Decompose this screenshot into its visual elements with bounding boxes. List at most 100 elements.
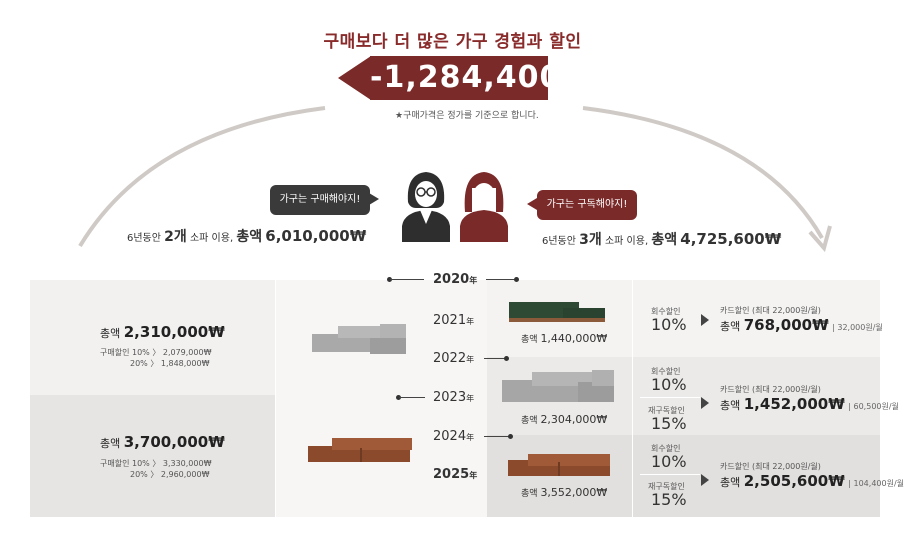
headline: 구매보다 더 많은 가구 경험과 할인 <box>323 32 582 52</box>
purchase-discount-2: 구매할인 10% 〉 3,330,000₩ 20% 〉 2,960,000₩ <box>100 458 212 480</box>
monthly-price: | 60,500원/월 <box>848 402 899 411</box>
purchase-total-1: 총액 2,310,000₩ <box>100 323 225 341</box>
discount-label: 구매할인 <box>100 459 130 468</box>
total-label: 총액 <box>720 476 741 489</box>
timeline-panel <box>275 280 487 517</box>
price-label: 총액 <box>521 416 538 426</box>
total-value: 3,700,000₩ <box>123 433 225 451</box>
timeline-line <box>486 279 516 280</box>
card-total-3: 총액 2,505,600₩ | 104,400원/월 <box>720 472 904 490</box>
subscriber-total-prefix: 6년동안 <box>542 236 576 247</box>
grey-modular-sofa-image <box>502 370 614 402</box>
left-arc <box>78 106 326 248</box>
discount-label: 구매할인 <box>100 348 130 357</box>
total-label: 총액 <box>720 320 741 333</box>
buyer-total-label: 총액 <box>236 229 263 245</box>
arrow-right-icon <box>701 314 709 326</box>
card-discount-note: 카드할인 (최대 22,000원/월) <box>720 462 821 471</box>
buyer-total-value: 6,010,000₩ <box>265 227 367 245</box>
buyer-bubble-tail <box>369 193 379 205</box>
buyer-total-prefix: 6년동안 <box>127 233 161 244</box>
purchase-discount-1: 구매할인 10% 〉 2,079,000₩ 20% 〉 1,848,000₩ <box>100 347 212 369</box>
brown-subscribe-sofa-image <box>508 454 610 476</box>
discount-line: 20% 〉 1,848,000₩ <box>130 359 210 368</box>
divider <box>275 280 276 517</box>
year-2024: 2024年 <box>433 429 475 444</box>
discount-pct: 10% <box>651 452 687 471</box>
subscriber-total-label: 총액 <box>651 232 678 248</box>
year-2022: 2022年 <box>433 351 475 366</box>
total-value: 1,452,000₩ <box>743 395 845 413</box>
price-value: 1,440,000₩ <box>540 332 608 345</box>
green-sofa-image <box>509 302 605 322</box>
price-note: ★구매가격은 정가를 기준으로 합니다. <box>395 111 539 121</box>
discount-pct: 15% <box>651 414 687 433</box>
buyer-total-line: 6년동안 2개 소파 이용, 총액 6,010,000₩ <box>127 226 366 246</box>
arrow-right-icon <box>701 397 709 409</box>
price-value: 2,304,000₩ <box>540 413 608 426</box>
year-2020: 2020年 <box>433 272 478 287</box>
divider <box>632 280 633 517</box>
total-value: 2,505,600₩ <box>743 472 845 490</box>
divider <box>640 474 700 475</box>
discount-line: 10% 〉 2,079,000₩ <box>132 348 212 357</box>
price-label: 총액 <box>521 489 538 499</box>
subscribe-price-3: 총액 3,552,000₩ <box>521 486 607 499</box>
total-label: 총액 <box>100 327 121 340</box>
timeline-dot <box>504 356 509 361</box>
timeline-dot <box>508 434 513 439</box>
discount-label: 재구독할인 <box>648 482 685 491</box>
timeline-line <box>484 358 506 359</box>
total-value: 768,000₩ <box>743 316 829 334</box>
card-discount-note: 카드할인 (최대 22,000원/월) <box>720 306 821 315</box>
card-total-2: 총액 1,452,000₩ | 60,500원/월 <box>720 395 899 413</box>
monthly-price: | 32,000원/월 <box>832 323 883 332</box>
timeline-dot <box>387 277 392 282</box>
discount-pct: 10% <box>651 315 687 334</box>
subscriber-speech-bubble: 가구는 구독해야지! <box>537 190 637 220</box>
subscriber-total-value: 4,725,600₩ <box>680 230 782 248</box>
buyer-speech-bubble: 가구는 구매해야지! <box>270 185 370 215</box>
total-label: 총액 <box>100 437 121 450</box>
subscriber-total-line: 6년동안 3개 소파 이용, 총액 4,725,600₩ <box>542 229 781 249</box>
savings-arrow-icon <box>338 56 371 100</box>
discount-pct: 15% <box>651 490 687 509</box>
discount-label: 회수할인 <box>651 444 681 453</box>
timeline-line <box>484 436 510 437</box>
subscriber-total-mid: 소파 이용, <box>604 236 649 247</box>
arrow-right-icon <box>701 474 709 486</box>
discount-pct: 10% <box>651 375 687 394</box>
purchase-total-2: 총액 3,700,000₩ <box>100 433 225 451</box>
discount-label: 회수할인 <box>651 307 681 316</box>
timeline-dot <box>396 395 401 400</box>
timeline-dot <box>514 277 519 282</box>
monthly-price: | 104,400원/월 <box>848 479 905 488</box>
right-arc <box>582 106 824 239</box>
arc-arrowhead-icon <box>808 225 832 253</box>
total-value: 2,310,000₩ <box>123 323 225 341</box>
year-2023: 2023年 <box>433 390 475 405</box>
year-2025: 2025年 <box>433 467 478 482</box>
card-discount-note: 카드할인 (최대 22,000원/월) <box>720 385 821 394</box>
buyer-person-icon <box>402 172 450 242</box>
purchase-panel-2 <box>30 395 275 517</box>
discount-label: 재구독할인 <box>648 406 685 415</box>
discount-line: 10% 〉 3,330,000₩ <box>132 459 212 468</box>
purchase-panel-1 <box>30 280 275 395</box>
discount-label: 회수할인 <box>651 367 681 376</box>
price-value: 3,552,000₩ <box>540 486 608 499</box>
savings-amount: -1,284,400 <box>370 56 560 100</box>
price-label: 총액 <box>521 335 538 345</box>
buyer-sofa-count: 2개 <box>164 229 187 245</box>
subscribe-price-1: 총액 1,440,000₩ <box>521 332 607 345</box>
buyer-total-mid: 소파 이용, <box>189 233 234 244</box>
timeline-line <box>399 397 425 398</box>
subscribe-price-2: 총액 2,304,000₩ <box>521 413 607 426</box>
year-2021: 2021年 <box>433 313 475 328</box>
subscriber-sofa-count: 3개 <box>579 232 602 248</box>
total-label: 총액 <box>720 399 741 412</box>
subscriber-person-icon <box>460 172 508 242</box>
discount-line: 20% 〉 2,960,000₩ <box>130 470 210 479</box>
subscriber-bubble-tail <box>527 198 537 210</box>
